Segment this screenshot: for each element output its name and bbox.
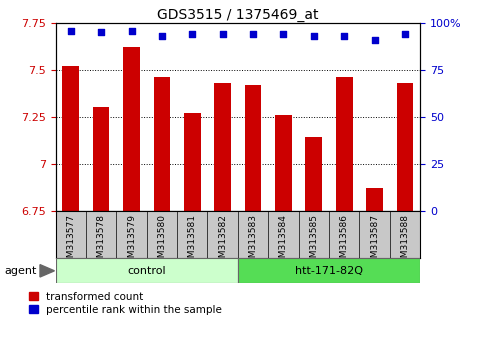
Bar bbox=[366, 188, 383, 211]
Point bbox=[401, 32, 409, 37]
Bar bbox=[214, 83, 231, 211]
Bar bbox=[154, 78, 170, 211]
Point bbox=[371, 37, 379, 43]
Text: GSM313587: GSM313587 bbox=[370, 215, 379, 269]
Text: agent: agent bbox=[4, 266, 37, 276]
Text: GSM313577: GSM313577 bbox=[66, 215, 75, 269]
Bar bbox=[56, 258, 238, 283]
Text: htt-171-82Q: htt-171-82Q bbox=[295, 266, 363, 276]
Text: GSM313580: GSM313580 bbox=[157, 215, 167, 269]
Bar bbox=[245, 85, 261, 211]
Text: GSM313579: GSM313579 bbox=[127, 215, 136, 269]
Point bbox=[188, 32, 196, 37]
Point bbox=[97, 29, 105, 35]
Text: GSM313578: GSM313578 bbox=[97, 215, 106, 269]
Text: GSM313584: GSM313584 bbox=[279, 215, 288, 269]
Point bbox=[310, 33, 318, 39]
Point bbox=[67, 28, 74, 33]
Text: GSM313585: GSM313585 bbox=[309, 215, 318, 269]
Bar bbox=[184, 113, 200, 211]
Polygon shape bbox=[40, 265, 55, 277]
Text: GSM313582: GSM313582 bbox=[218, 215, 227, 269]
Bar bbox=[62, 66, 79, 211]
Bar bbox=[275, 115, 292, 211]
Text: GSM313583: GSM313583 bbox=[249, 215, 257, 269]
Point bbox=[128, 28, 135, 33]
Point bbox=[158, 33, 166, 39]
Bar bbox=[238, 258, 420, 283]
Bar bbox=[397, 83, 413, 211]
Bar bbox=[123, 47, 140, 211]
Point bbox=[341, 33, 348, 39]
Bar bbox=[305, 137, 322, 211]
Text: GSM313586: GSM313586 bbox=[340, 215, 349, 269]
Point bbox=[219, 32, 227, 37]
Text: GSM313588: GSM313588 bbox=[400, 215, 410, 269]
Point bbox=[249, 32, 257, 37]
Text: GSM313581: GSM313581 bbox=[188, 215, 197, 269]
Title: GDS3515 / 1375469_at: GDS3515 / 1375469_at bbox=[157, 8, 319, 22]
Point bbox=[280, 32, 287, 37]
Bar bbox=[336, 78, 353, 211]
Bar bbox=[93, 108, 110, 211]
Legend: transformed count, percentile rank within the sample: transformed count, percentile rank withi… bbox=[29, 292, 222, 315]
Text: control: control bbox=[128, 266, 166, 276]
